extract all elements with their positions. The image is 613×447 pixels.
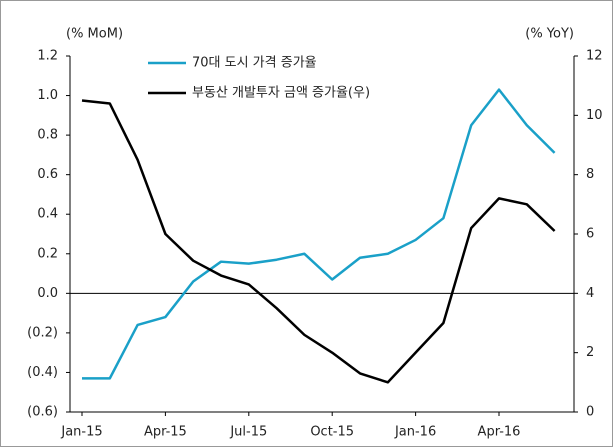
- y-axis-label: (% MoM): [66, 27, 123, 42]
- y2-tick-label: 6: [586, 227, 594, 242]
- y-tick-label: 0.0: [37, 286, 58, 301]
- y2-tick-label: 4: [586, 286, 594, 301]
- y-tick-label: 0.4: [37, 207, 58, 222]
- y-tick-label: 0.2: [37, 246, 58, 261]
- x-tick-label: Jan-15: [60, 425, 102, 440]
- x-tick-label: Apr-16: [478, 425, 521, 440]
- y-tick-label: (0.6): [27, 405, 58, 420]
- x-tick-label: Jan-16: [394, 425, 436, 440]
- series-line: [82, 88, 556, 380]
- y-tick-label: 1.2: [37, 49, 58, 64]
- y-tick-label: (0.2): [27, 325, 58, 340]
- legend-label: 70대 도시 가격 증가율: [192, 56, 317, 71]
- x-tick-label: Oct-15: [310, 425, 354, 440]
- legend-label: 부동산 개발투자 금액 증가율(우): [192, 86, 370, 101]
- y-tick-label: 1.0: [37, 88, 58, 103]
- y2-tick-label: 8: [586, 167, 594, 182]
- y2-tick-label: 2: [586, 345, 594, 360]
- y2-tick-label: 0: [586, 405, 594, 420]
- series-line: [81, 99, 556, 384]
- x-tick-label: Apr-15: [144, 425, 187, 440]
- y-tick-label: (0.4): [27, 365, 58, 380]
- y-tick-label: 0.8: [37, 128, 58, 143]
- y2-tick-label: 12: [586, 49, 603, 64]
- y2-tick-label: 10: [586, 108, 603, 123]
- y-tick-label: 0.6: [37, 167, 58, 182]
- x-tick-label: Jul-15: [229, 425, 267, 440]
- y2-axis-label: (% YoY): [525, 27, 574, 42]
